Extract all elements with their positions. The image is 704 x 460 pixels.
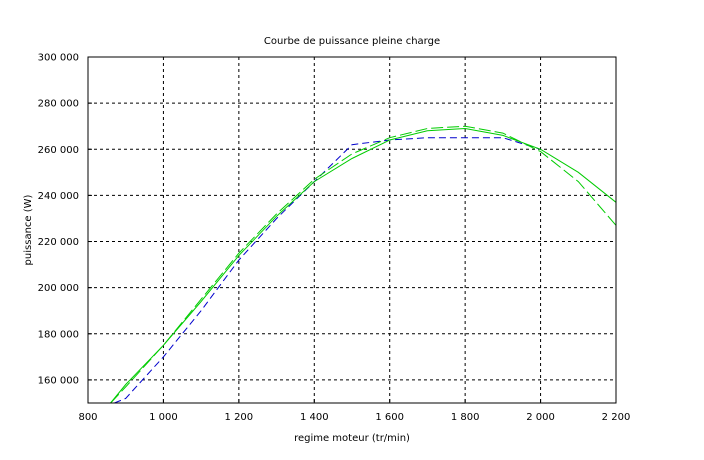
y-tick-label: 240 000: [38, 191, 79, 202]
y-tick-label: 260 000: [38, 145, 79, 156]
x-tick-label: 1 000: [149, 412, 178, 423]
x-axis-label: regime moteur (tr/min): [294, 433, 410, 444]
y-tick-label: 160 000: [38, 375, 79, 386]
y-tick-label: 280 000: [38, 99, 79, 110]
y-tick-label: 220 000: [38, 237, 79, 248]
data-series: [110, 125, 616, 403]
x-tick-label: 1 400: [300, 412, 329, 423]
x-tick-label: 800: [78, 412, 97, 423]
y-axis-label: puissance (W): [23, 194, 34, 265]
x-tick-label: 2 200: [602, 412, 631, 423]
grid-lines: [88, 57, 616, 403]
axis-ticks: 800 1 000 1 200 1 400 1 600 1 800 2 000 2 200 16…: [38, 53, 631, 424]
x-tick-label: 1 200: [225, 412, 254, 423]
x-tick-label: 1 800: [451, 412, 480, 423]
y-tick-label: 300 000: [38, 53, 79, 64]
x-tick-label: 1 600: [375, 412, 404, 423]
x-tick-label: 2 000: [526, 412, 555, 423]
y-tick-label: 180 000: [38, 329, 79, 340]
plot-frame: [87, 56, 617, 404]
y-tick-label: 200 000: [38, 283, 79, 294]
chart-title: Courbe de puissance pleine charge: [264, 36, 440, 47]
series-line-3: [110, 125, 616, 403]
